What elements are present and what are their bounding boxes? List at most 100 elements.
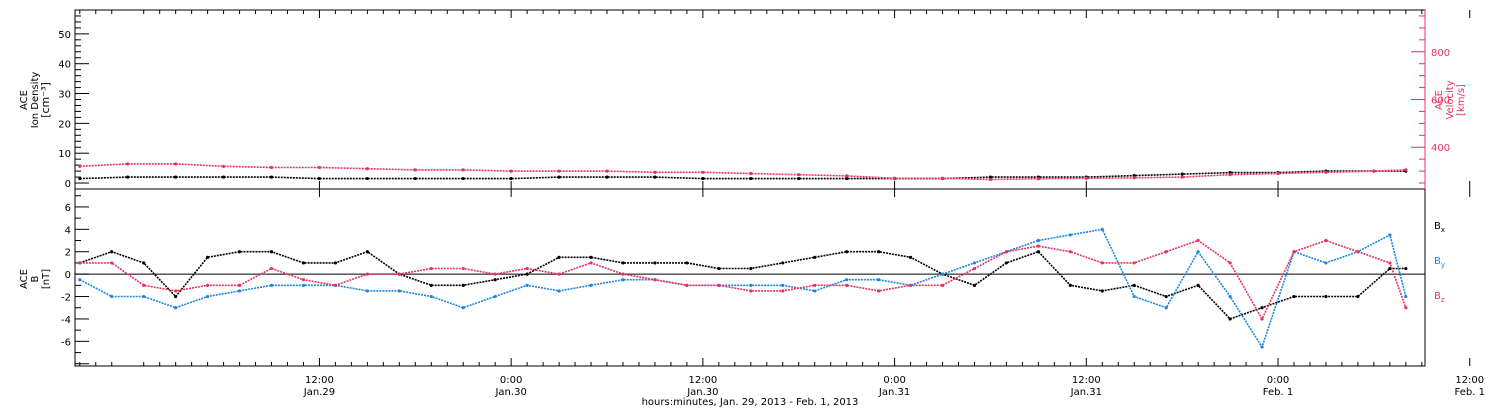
b-point <box>429 294 433 299</box>
velocity-point <box>461 168 465 172</box>
velocity-point <box>317 165 322 170</box>
b-point <box>174 289 178 293</box>
b-point <box>301 278 306 282</box>
b-point <box>1196 283 1200 287</box>
x-tick-label-date: Jan.31 <box>1070 387 1102 398</box>
density-tick-label: 30 <box>58 90 71 101</box>
b-point <box>1292 250 1296 254</box>
b-point <box>908 255 913 259</box>
b-point <box>493 294 497 299</box>
b-point <box>174 306 178 310</box>
b-point <box>845 278 849 282</box>
b-point <box>333 261 338 265</box>
velocity-axis-label: [km/s] <box>1456 84 1467 116</box>
b-point <box>1404 266 1408 271</box>
b-point <box>525 272 529 276</box>
velocity-point <box>797 173 801 177</box>
b-point <box>1004 250 1009 254</box>
velocity-series-velocity <box>78 162 1408 182</box>
velocity-point <box>365 167 369 171</box>
b-point <box>301 261 306 265</box>
velocity-point <box>413 168 417 172</box>
b-point <box>877 289 881 293</box>
b-point <box>78 261 82 265</box>
density-point <box>174 175 178 179</box>
b-point <box>206 283 210 287</box>
b-point <box>1260 317 1264 321</box>
velocity-point <box>605 169 609 173</box>
b-point <box>621 272 625 276</box>
b-point <box>877 250 881 254</box>
density-trace <box>79 170 1406 180</box>
density-point <box>797 176 801 181</box>
b-point <box>1356 250 1360 254</box>
b-axis-label: B <box>30 275 41 282</box>
b-point <box>1036 238 1040 243</box>
density-point <box>1132 173 1136 178</box>
b-point <box>1100 289 1104 293</box>
b-point <box>1196 238 1200 243</box>
b-point <box>269 283 274 287</box>
b-axis-label: [nT] <box>41 269 52 289</box>
b-point <box>461 283 465 287</box>
b-point <box>493 272 497 276</box>
b-point <box>749 266 753 271</box>
b-point <box>206 294 210 299</box>
velocity-point <box>269 165 274 170</box>
b-point <box>621 261 625 265</box>
b-point <box>845 250 849 254</box>
b-point <box>269 250 274 254</box>
velocity-point <box>749 171 753 176</box>
velocity-point <box>509 169 513 173</box>
b-point <box>461 266 465 271</box>
density-point <box>126 175 130 179</box>
velocity-point <box>1276 171 1280 176</box>
density-point <box>461 176 465 181</box>
b-point <box>206 255 210 259</box>
x-tick-label-date: Jan.30 <box>494 387 526 398</box>
b-point <box>1404 294 1408 299</box>
density-point <box>317 176 322 181</box>
x-tick-label-date: Jan.31 <box>878 387 910 398</box>
b-point <box>1100 227 1104 231</box>
x-tick-label-date: Jan.29 <box>303 387 335 398</box>
velocity-point <box>1404 168 1408 172</box>
b-point <box>845 283 849 287</box>
b-tick-label: 6 <box>65 203 71 214</box>
b-point <box>237 289 242 293</box>
b-point <box>237 283 242 287</box>
velocity-point <box>1180 175 1184 179</box>
b-point <box>1004 261 1009 265</box>
b-point <box>781 283 785 287</box>
velocity-point <box>988 177 993 182</box>
b-point <box>940 283 945 287</box>
b-point <box>557 272 561 276</box>
density-tick-label: 40 <box>58 60 71 71</box>
velocity-axis-label: ACE <box>1434 90 1445 110</box>
b-point <box>940 272 945 276</box>
b-point <box>1036 250 1040 254</box>
density-point <box>1180 172 1184 176</box>
x-tick-label-time: 12:00 <box>1072 375 1101 386</box>
x-tick-label-time: 0:00 <box>500 375 522 386</box>
b-point <box>653 261 657 265</box>
density-point <box>845 176 849 181</box>
b-trace <box>79 228 1407 349</box>
b-point <box>813 289 817 293</box>
density-point <box>701 176 705 181</box>
b-tick-label: -6 <box>61 337 71 348</box>
velocity-point <box>1132 176 1136 180</box>
data-marks-layer <box>78 162 1408 349</box>
density-point <box>605 175 609 179</box>
density-series-ion-density <box>78 169 1408 181</box>
legend-bx: Bx <box>1434 221 1445 234</box>
b-tick-label: 4 <box>65 225 71 236</box>
b-point <box>142 283 146 287</box>
b-point <box>972 266 977 271</box>
velocity-point <box>653 170 657 174</box>
velocity-point <box>1324 170 1328 174</box>
b-point <box>621 278 625 282</box>
b-point <box>1388 266 1392 271</box>
b-point <box>1132 294 1136 299</box>
